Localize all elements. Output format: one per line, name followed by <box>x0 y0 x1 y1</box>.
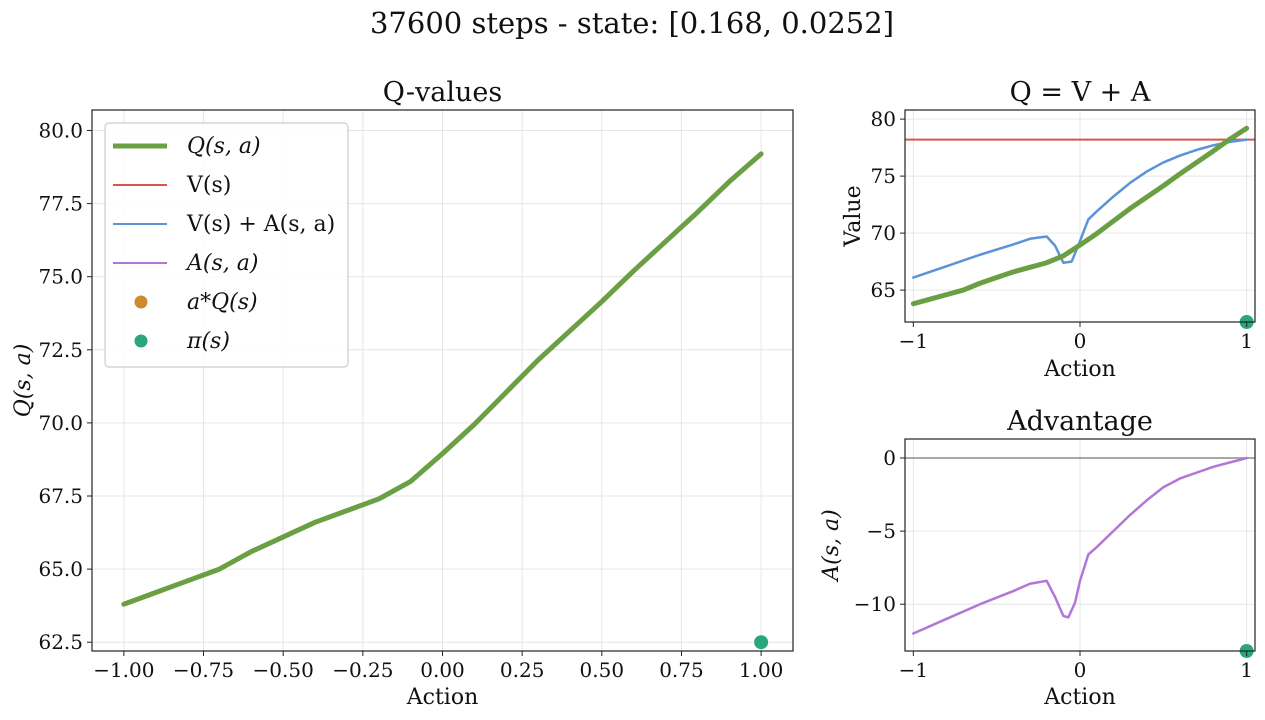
q-values-data-layer <box>121 151 764 607</box>
q-values-y-tick-label: 80.0 <box>38 118 83 142</box>
advantage-x-tick-label: 1 <box>1240 658 1253 682</box>
q-v-a-data-layer <box>905 125 1255 307</box>
q-values-panel: −1.00 −0.75 −0.50 −0.25 0.00 0.25 0.50 0.75 1.00… <box>11 77 794 710</box>
advantage-y-label: A(s, a) <box>819 509 844 582</box>
advantage-title: Advantage <box>1006 406 1153 437</box>
figure-suptitle: 37600 steps - state: [0.168, 0.0252] <box>370 6 894 40</box>
q-values-y-tick-label: 70.0 <box>38 411 83 435</box>
q-v-a-x-tick-label: 1 <box>1240 329 1253 353</box>
advantage-x-tick-label: 0 <box>1074 658 1087 682</box>
q-values-y-tick-label: 72.5 <box>38 338 83 362</box>
q-values-legend: Q(s, a) V(s) V(s) + A(s, a) A(s, a) a*Q(s) π(… <box>104 122 349 368</box>
legend-marker-pi <box>134 334 148 348</box>
legend-marker-a_star <box>134 295 148 309</box>
q-values-x-tick-label: −0.75 <box>173 658 234 682</box>
q-v-a-y-tick-label: 75 <box>871 164 896 188</box>
legend-label-adv: A(s, a) <box>185 251 258 276</box>
advantage-data-layer <box>905 456 1255 635</box>
legend-label-v: V(s) <box>186 173 231 198</box>
q-values-y-tick-label: 62.5 <box>38 630 83 654</box>
legend-label-a_star: a*Q(s) <box>187 290 258 315</box>
q-values-y-tick-label: 65.0 <box>38 557 83 581</box>
q-v-a-x-label: Action <box>1043 357 1116 382</box>
q-v-a-y-tick-label: 80 <box>871 107 896 131</box>
q-values-x-label: Action <box>406 685 479 710</box>
q-v-a-series-q <box>910 125 1250 307</box>
advantage-x-tick-label: −1 <box>899 658 928 682</box>
q-values-x-tick-label: −0.50 <box>253 658 314 682</box>
q-values-y-tick-label: 67.5 <box>38 484 83 508</box>
q-values-x-tick-label: 0.25 <box>500 658 545 682</box>
legend-label-pi: π(s) <box>186 329 230 354</box>
legend-label-q: Q(s, a) <box>187 134 261 159</box>
q-values-x-tick-label: 0.50 <box>580 658 625 682</box>
q-v-a-y-tick-label: 65 <box>871 278 896 302</box>
q-values-x-tick-label: 0.00 <box>420 658 465 682</box>
q-v-a-title: Q = V + A <box>1010 77 1151 108</box>
q-v-a-y-label: Value <box>841 185 866 247</box>
q-v-a-series-vpa <box>912 138 1248 279</box>
q-v-a-y-tick-label: 70 <box>871 221 896 245</box>
q-values-x-tick-label: −0.25 <box>332 658 393 682</box>
advantage-y-tick-label: −10 <box>854 592 896 616</box>
q-values-point-pi <box>754 635 769 650</box>
advantage-y-tick-label: 0 <box>883 446 896 470</box>
advantage-y-tick-label: −5 <box>867 519 896 543</box>
q-values-x-tick-label: 0.75 <box>659 658 704 682</box>
q-values-y-tick-label: 75.0 <box>38 265 83 289</box>
q-values-title: Q-values <box>383 77 502 108</box>
q-values-series-q <box>121 151 764 607</box>
q-v-a-panel: −1 0 1 65 70 75 80 Q = V + A Action Value <box>841 77 1256 382</box>
q-values-y-tick-label: 77.5 <box>38 192 83 216</box>
q-values-x-tick-label: 1.00 <box>739 658 784 682</box>
legend-label-vpa: V(s) + A(s, a) <box>186 212 335 237</box>
q-values-x-tick-label: −1.00 <box>93 658 154 682</box>
q-v-a-x-tick-label: −1 <box>899 329 928 353</box>
advantage-series-adv <box>912 456 1248 635</box>
advantage-x-label: Action <box>1043 685 1116 710</box>
q-values-y-label: Q(s, a) <box>11 344 36 418</box>
q-v-a-x-tick-label: 0 <box>1074 329 1087 353</box>
